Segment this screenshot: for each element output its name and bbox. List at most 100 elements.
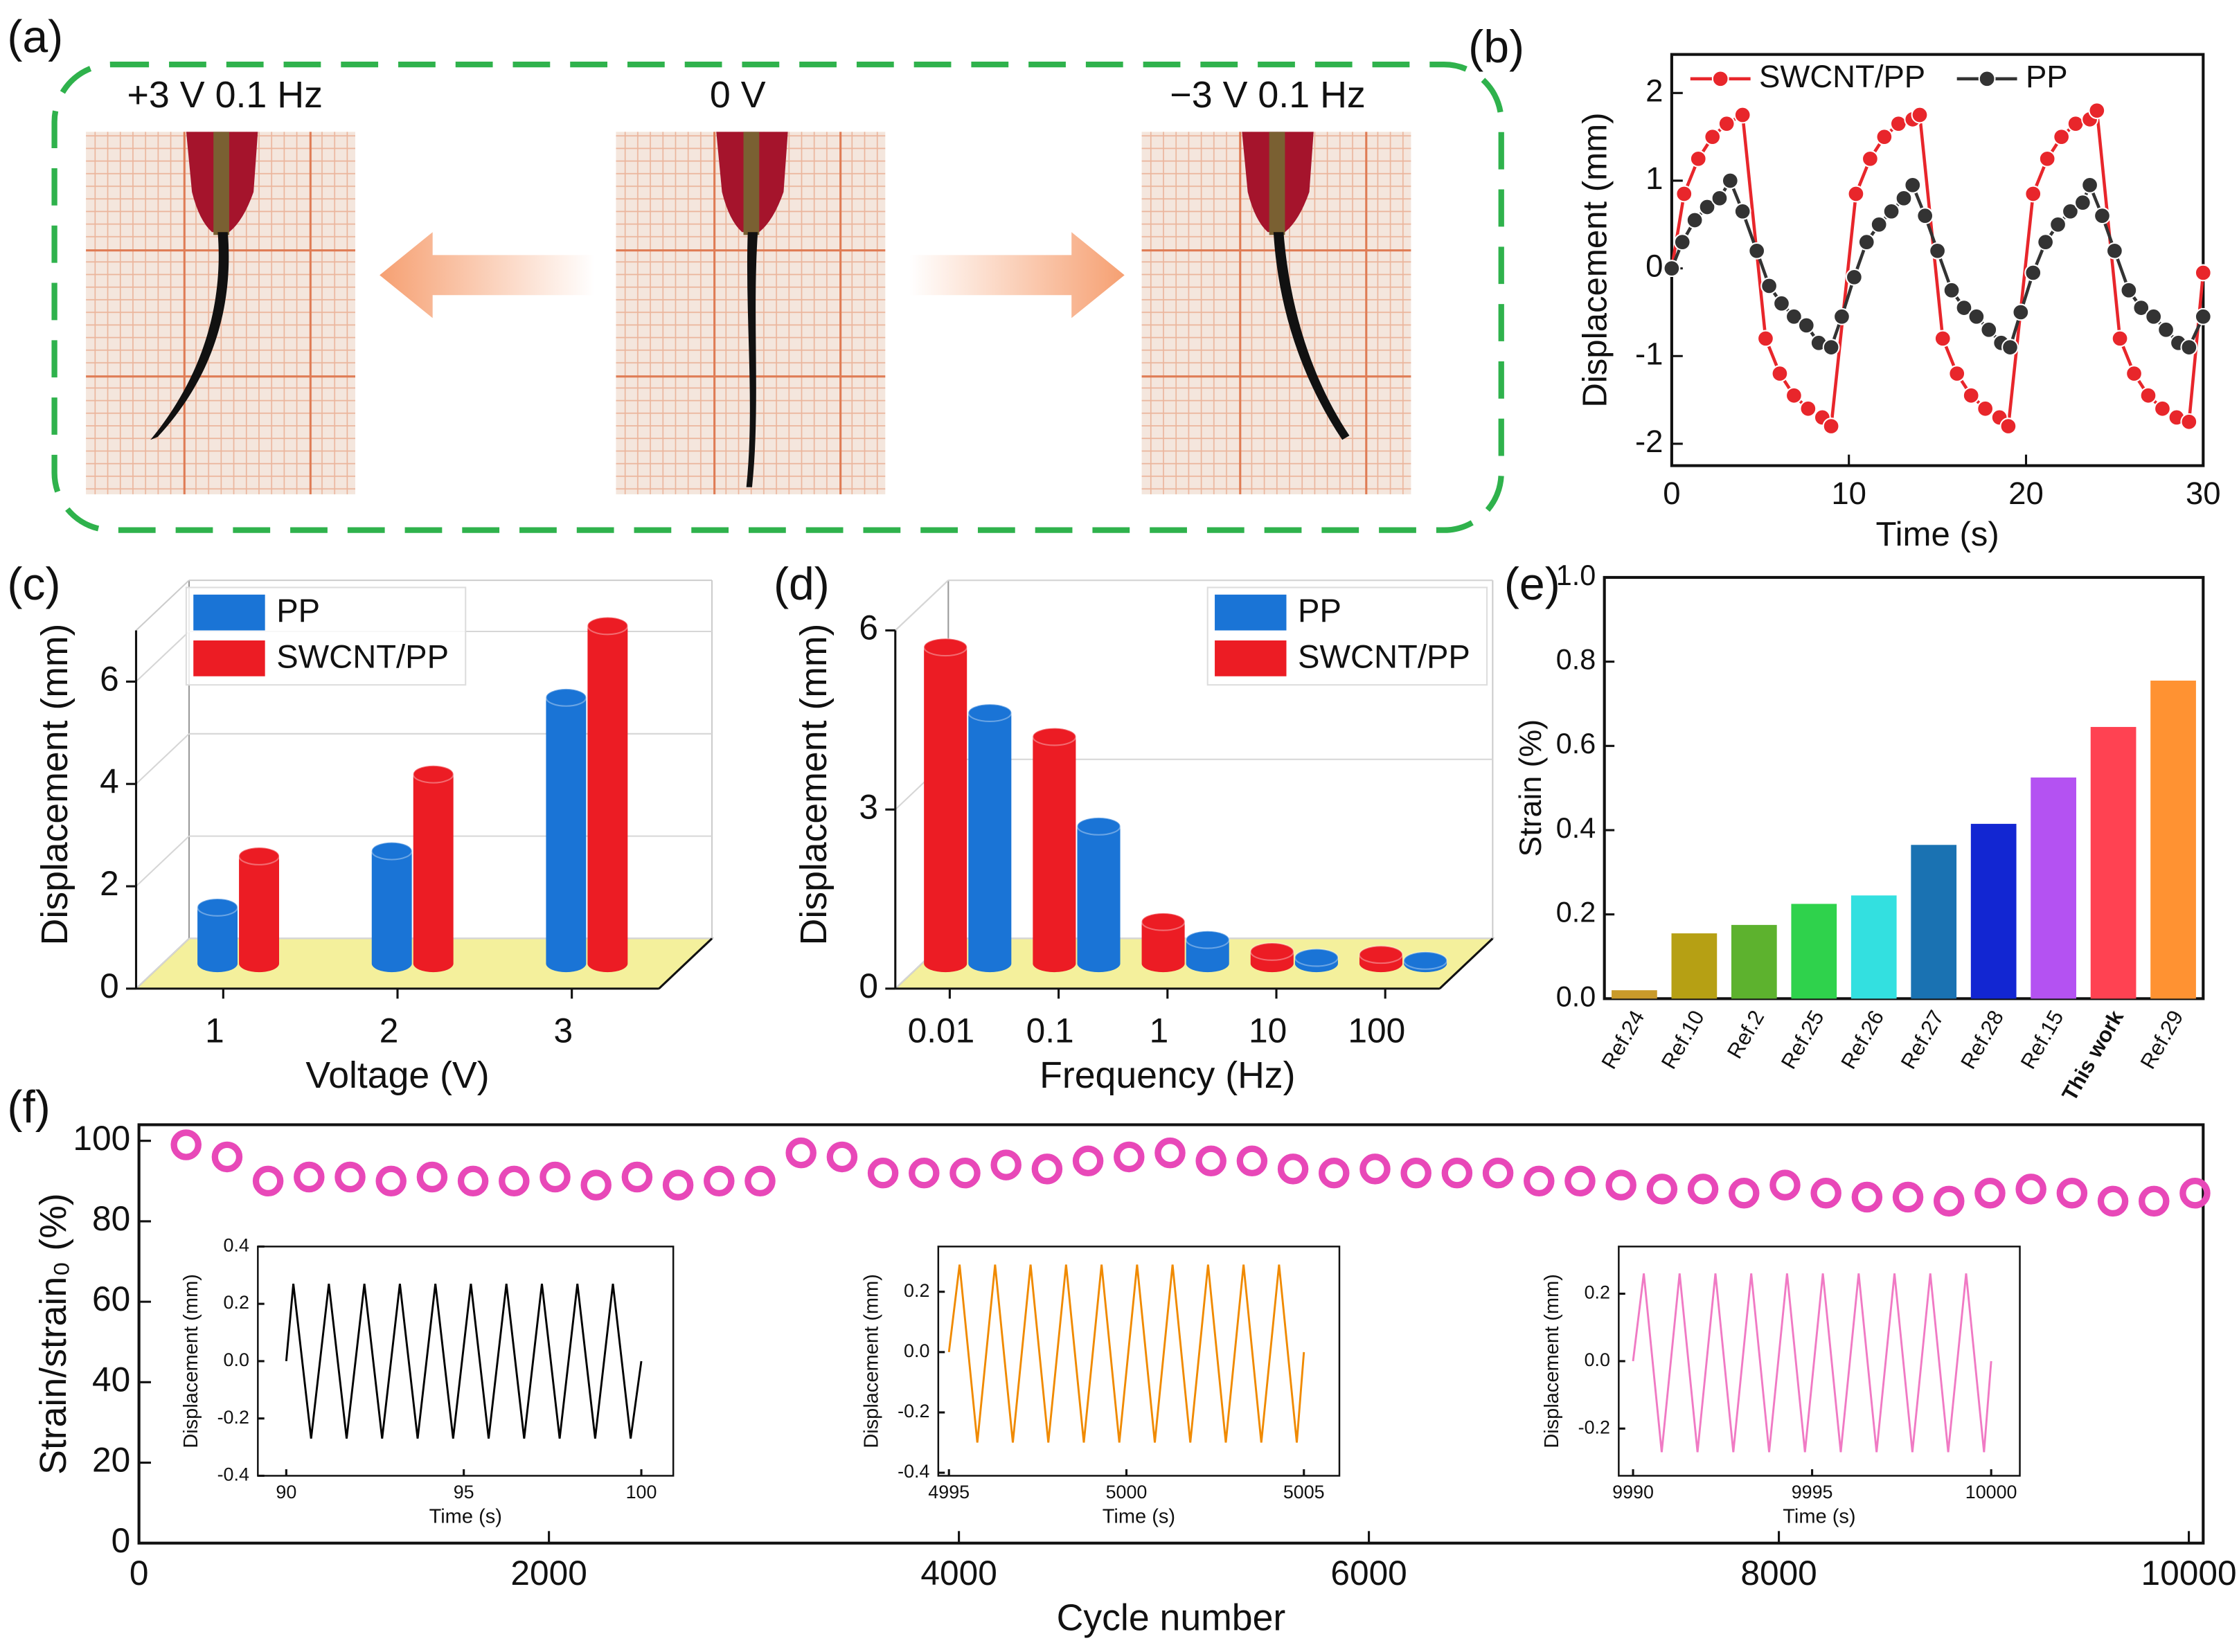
y-tick-label: 6: [100, 660, 119, 699]
bar-top: [1294, 948, 1339, 967]
point: [1646, 1174, 1678, 1205]
x-tick-label: This work: [2057, 1006, 2128, 1106]
y-tick-label: 20: [92, 1441, 130, 1480]
y-axis-label: Displacement (mm): [1576, 113, 1614, 408]
point: [1605, 1169, 1636, 1201]
marker: [1663, 260, 1681, 278]
x-tick-label: 0.1: [1026, 1012, 1074, 1050]
bar: [968, 712, 1012, 973]
electrode: [1269, 132, 1285, 235]
panel-label: (d): [774, 559, 830, 610]
x-tick-label: Ref.2: [1722, 1006, 1769, 1063]
x-tick-label: 100: [1348, 1012, 1405, 1050]
photo: [1141, 132, 1411, 494]
marker: [1904, 176, 1922, 194]
y-tick-label: 0.2: [904, 1280, 929, 1301]
y-tick-label: -0.2: [898, 1401, 929, 1421]
legend-label: SWCNT/PP: [1298, 638, 1470, 674]
y-axis-label: Displacement (mm): [34, 624, 75, 946]
point: [1851, 1181, 1883, 1213]
point: [1524, 1165, 1555, 1197]
x-axis: [1438, 937, 1494, 990]
y-axis-label: Displacement (mm): [793, 624, 835, 946]
marker: [1895, 189, 1913, 207]
x-tick-label: 0: [1663, 476, 1680, 511]
bar: [1033, 737, 1076, 973]
legend-marker: [1711, 70, 1729, 88]
point: [170, 1129, 202, 1160]
y-tick-label: 0.2: [224, 1292, 249, 1313]
marker: [2194, 264, 2212, 282]
y-tick-label: 0.4: [1556, 812, 1596, 844]
marker: [1757, 330, 1774, 348]
x-axis-label: Cycle number: [1057, 1597, 1286, 1639]
caption: +3 V 0.1 Hz: [127, 74, 323, 116]
marker: [1689, 150, 1707, 168]
panel-label: (f): [7, 1081, 50, 1133]
x-tick-label: 10: [1249, 1012, 1287, 1050]
point: [1934, 1185, 1965, 1217]
marker: [1882, 202, 1900, 220]
marker: [1718, 115, 1736, 133]
marker: [2157, 321, 2175, 339]
y-tick-label: 2: [1645, 73, 1663, 108]
point: [990, 1149, 1022, 1180]
marker: [2180, 413, 2198, 431]
y-tick-label: 0.8: [1556, 644, 1596, 676]
bar: [1850, 895, 1897, 999]
marker: [1799, 399, 1817, 418]
marker: [1943, 281, 1961, 299]
caption: −3 V 0.1 Hz: [1170, 74, 1365, 116]
y-axis-label: Strain/strain₀ (%): [33, 1193, 74, 1475]
y-tick-label: 0.0: [1585, 1349, 1610, 1370]
x-tick-label: 6000: [1330, 1554, 1407, 1592]
x-tick-label: Ref.27: [1896, 1006, 1949, 1073]
y-tick-label: -1: [1635, 336, 1663, 371]
bar: [1141, 922, 1185, 973]
y-tick-label: 100: [73, 1119, 130, 1158]
marker: [2094, 207, 2111, 225]
bar: [1791, 904, 1837, 999]
point: [826, 1141, 858, 1173]
marker: [2088, 102, 2106, 120]
x-tick-label: Ref.25: [1776, 1006, 1829, 1073]
point: [1810, 1177, 1841, 1209]
bar-top: [545, 688, 587, 707]
legend-swatch: [193, 594, 265, 631]
grid-line: [895, 580, 949, 631]
actuator: [150, 232, 229, 440]
legend-label: SWCNT/PP: [1759, 59, 1925, 94]
point: [1195, 1145, 1226, 1177]
legend-label: PP: [276, 592, 320, 629]
legend-swatch: [1215, 594, 1287, 631]
bar-top: [371, 841, 413, 861]
bar: [1970, 823, 2017, 999]
x-tick-label: 4000: [920, 1554, 997, 1592]
x-tick-label: 5000: [1106, 1482, 1148, 1502]
electrode: [213, 132, 229, 235]
marker: [2038, 150, 2056, 168]
bar-top: [967, 703, 1013, 722]
legend-swatch: [1215, 640, 1287, 676]
line: [285, 1284, 643, 1439]
point: [1114, 1141, 1145, 1173]
point: [2015, 1174, 2046, 1205]
marker: [1698, 198, 1716, 216]
marker: [1733, 106, 1751, 124]
panel-label: (b): [1468, 21, 1524, 73]
x-axis: [658, 937, 713, 990]
marker: [1962, 386, 1980, 404]
bar: [2090, 726, 2137, 999]
marker: [1857, 233, 1875, 251]
bar: [371, 851, 412, 973]
plot-frame: [1670, 53, 2205, 467]
x-axis-label: Time (s): [1103, 1506, 1175, 1528]
x-axis-label: Frequency (Hz): [1040, 1054, 1295, 1096]
point: [1482, 1157, 1514, 1189]
plot-frame: [937, 1246, 1341, 1477]
point: [1236, 1145, 1268, 1177]
bar-top: [197, 897, 239, 917]
bar-top: [1076, 816, 1121, 836]
bar: [1731, 924, 1777, 999]
x-tick-label: Ref.10: [1657, 1006, 1709, 1073]
